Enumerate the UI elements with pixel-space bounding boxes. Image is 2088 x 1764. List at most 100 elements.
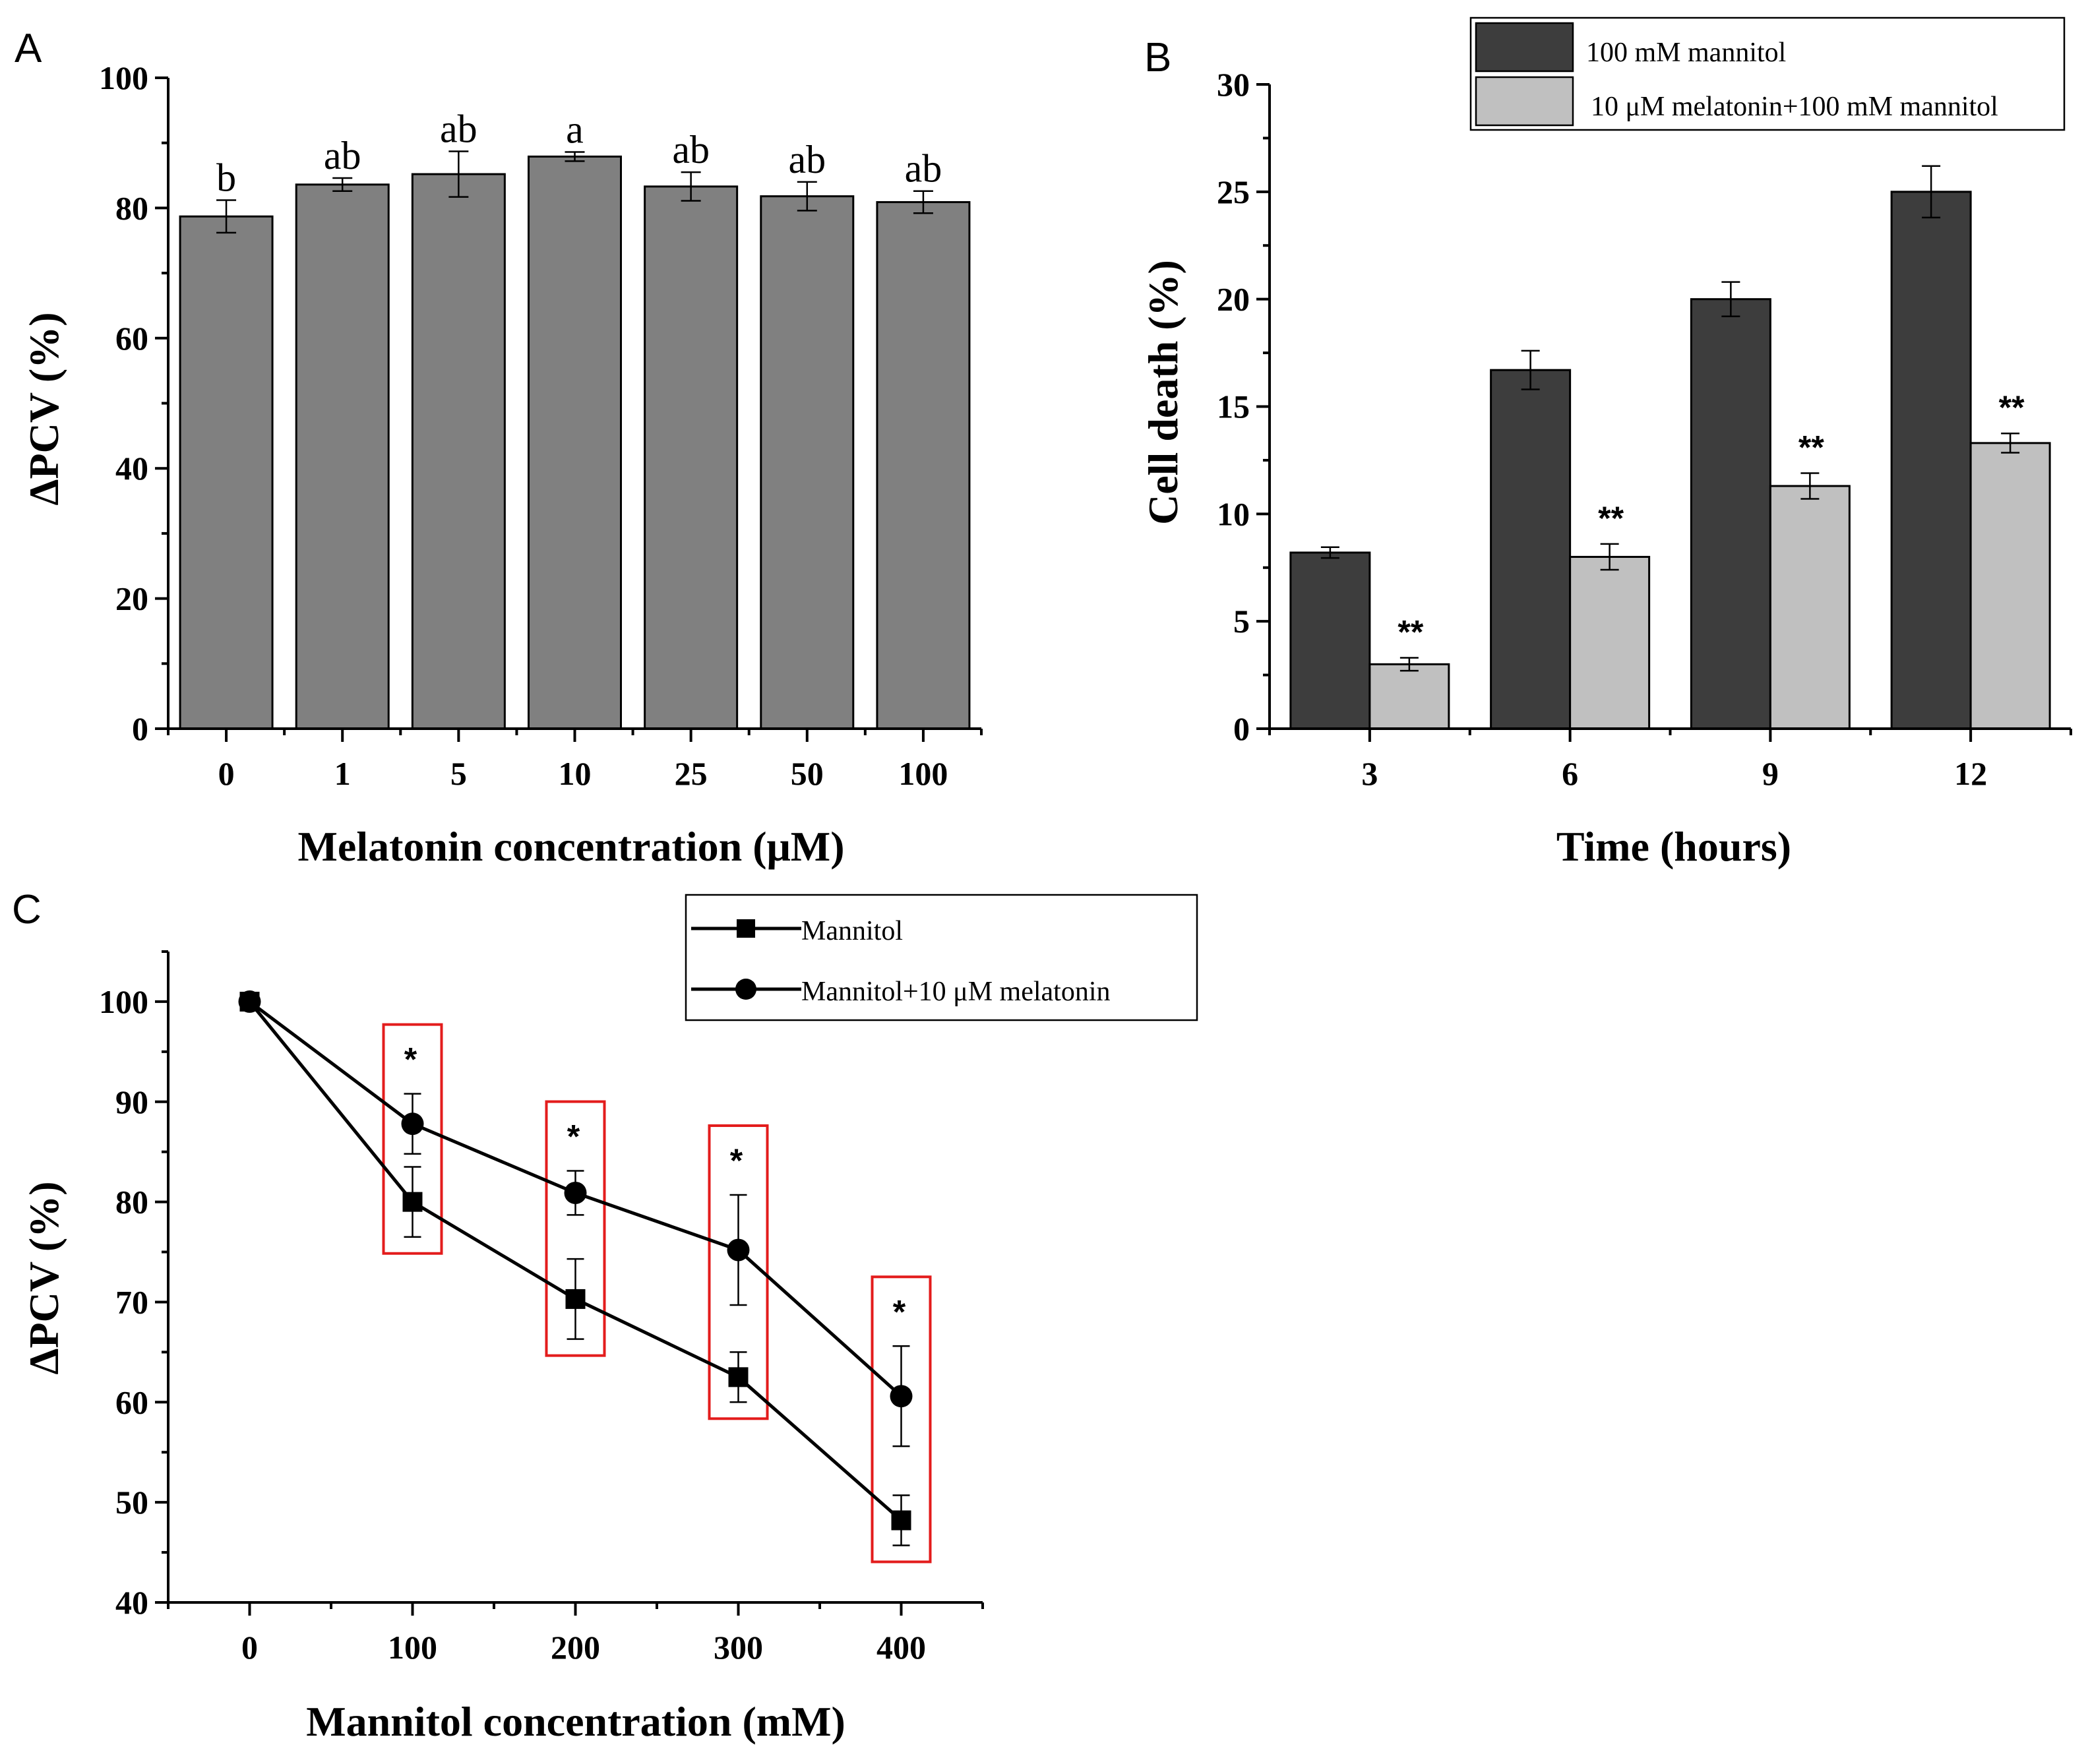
panel-b-y-tick-label-30: 30	[1217, 66, 1250, 103]
panel-c-y-tick-label-40: 40	[115, 1584, 148, 1621]
panel-c-x-tick-label-200: 200	[551, 1629, 600, 1666]
panel-c-chart: * * * * 0 100 200 300 400 40 50 60 70 80 90 100 Mannit…	[20, 894, 1198, 1745]
panel-b-y-axis-title: Cell death (%)	[1140, 260, 1186, 525]
panel-b-significance-mark-9h: **	[1798, 429, 1824, 466]
panel-a-bar-25	[644, 185, 739, 730]
panel-a-y-tick-label-80: 80	[115, 189, 148, 226]
panel-c-point-melatonin-100	[401, 1112, 424, 1136]
panel-a-significance-letter-1: ab	[324, 134, 361, 177]
panel-a-axes: 0 1 5 10 25 50 100 0 20 40 60 80 100	[99, 59, 983, 792]
panel-c-point-mannitol-200	[565, 1289, 586, 1309]
panel-letter-b: B	[1144, 35, 1171, 80]
panel-c-legend-marker-circle	[735, 979, 756, 1000]
panel-b-y-tick-label-0: 0	[1233, 710, 1250, 747]
panel-c-legend: Mannitol Mannitol+10 μM melatonin	[685, 894, 1198, 1021]
panel-c-legend-label-melatonin: Mannitol+10 μM melatonin	[801, 977, 1111, 1007]
panel-b-y-tick-label-15: 15	[1217, 388, 1250, 425]
panel-b-y-tick-label-25: 25	[1217, 173, 1250, 210]
panel-b-bar-mannitol-9h	[1690, 298, 1771, 730]
panel-a-x-tick-label-0: 0	[218, 755, 235, 792]
panel-c-y-tick-label-50: 50	[115, 1484, 148, 1521]
panel-b-x-tick-label-12: 12	[1954, 755, 1987, 792]
panel-b-bar-mannitol-6h	[1490, 369, 1572, 730]
panel-a-chart: b ab ab a ab ab ab 0 1 5 10 25 50 100 0 20 40 60 80 100 Me…	[20, 59, 983, 870]
panel-a-significance-letter-50: ab	[788, 138, 826, 181]
panel-b-bar-melatonin-6h	[1569, 555, 1651, 730]
panel-a-significance-letter-0: b	[216, 156, 236, 200]
panel-b-x-tick-label-3: 3	[1361, 755, 1378, 792]
panel-c-x-tick-label-400: 400	[876, 1629, 926, 1666]
panel-a-x-tick-label-50: 50	[791, 755, 824, 792]
panel-c-point-mannitol-400	[891, 1510, 911, 1531]
panel-b-x-tick-label-6: 6	[1562, 755, 1578, 792]
panel-a-x-tick-label-10: 10	[559, 755, 592, 792]
panel-c-axes: 0 100 200 300 400 40 50 60 70 80 90 100	[99, 950, 984, 1666]
panel-letter-a: A	[15, 26, 42, 71]
panel-c-x-axis-title: Mannitol concentration (mM)	[306, 1698, 845, 1745]
panel-a-x-axis-title: Melatonin concentration (μM)	[298, 823, 845, 870]
panel-a-significance-letter-5: ab	[440, 107, 477, 151]
panel-b-bar-melatonin-12h	[1969, 442, 2051, 730]
panel-b-bar-melatonin-3h	[1368, 663, 1450, 730]
panel-c-point-melatonin-300	[727, 1238, 750, 1262]
panel-c-significance-mark-200: *	[567, 1118, 580, 1155]
panel-c-y-tick-label-80: 80	[115, 1184, 148, 1221]
panel-b-axes: 3 6 9 12 0 5 10 15 20 25 30	[1217, 66, 2072, 792]
panel-a-x-tick-label-100: 100	[898, 755, 948, 792]
panel-b-y-tick-label-5: 5	[1233, 603, 1250, 640]
panel-b-significance-mark-6h: **	[1598, 500, 1624, 537]
panel-c-significance-mark-300: *	[730, 1142, 743, 1179]
panel-c-y-tick-label-60: 60	[115, 1384, 148, 1420]
panel-c-y-tick-label-100: 100	[99, 983, 148, 1020]
panel-c-legend-box	[685, 894, 1198, 1021]
panel-a-significance-letter-10: a	[566, 108, 584, 152]
panel-c-x-tick-label-0: 0	[241, 1629, 258, 1666]
panel-c-significance-boxes: * * * *	[382, 1023, 932, 1564]
panel-a-y-tick-label-40: 40	[115, 450, 148, 487]
panel-b-bar-mannitol-3h	[1289, 551, 1371, 730]
panel-c-legend-label-mannitol: Mannitol	[801, 916, 903, 946]
panel-a-bar-10	[528, 155, 622, 730]
panel-a-bars: b ab ab a ab ab ab	[179, 107, 971, 730]
panel-c-point-melatonin-200	[564, 1181, 587, 1204]
panel-b-legend-swatch-melatonin	[1475, 76, 1574, 127]
panel-a-bar-5	[411, 173, 506, 730]
panel-c-legend-marker-square	[737, 919, 755, 938]
panel-a-significance-letter-25: ab	[672, 128, 710, 171]
panel-c-y-tick-label-70: 70	[115, 1283, 148, 1320]
panel-b-bar-melatonin-9h	[1769, 485, 1851, 730]
panel-b-y-tick-label-20: 20	[1217, 281, 1250, 318]
panel-c-significance-mark-100: *	[404, 1041, 417, 1078]
panel-b-bar-mannitol-12h	[1890, 191, 1972, 730]
panel-b-x-axis-title: Time (hours)	[1556, 823, 1791, 870]
panel-a-bar-0	[179, 215, 274, 730]
panel-c-point-melatonin-0	[238, 990, 261, 1013]
panel-c-significance-box-300	[708, 1124, 769, 1420]
panel-b-legend-label-mannitol: 100 mM mannitol	[1586, 38, 1786, 68]
panel-c-y-axis-title: ΔPCV (%)	[20, 1181, 67, 1374]
panel-a-x-tick-label-25: 25	[675, 755, 708, 792]
panel-c-significance-mark-400: *	[893, 1293, 906, 1330]
panel-a-y-tick-label-60: 60	[115, 320, 148, 357]
panel-c-significance-box-400	[871, 1275, 932, 1564]
panel-a-bar-50	[760, 195, 855, 730]
panel-b-bars: ** ** ** **	[1289, 165, 2051, 730]
panel-a-y-tick-label-0: 0	[132, 710, 148, 747]
panel-a-y-axis-title: ΔPCV (%)	[20, 312, 67, 505]
panel-c-lines	[238, 990, 913, 1546]
panel-b-legend: 100 mM mannitol 10 μM melatonin+100 mM m…	[1469, 16, 2066, 131]
panel-c-y-tick-label-90: 90	[115, 1083, 148, 1120]
panel-a-x-tick-label-5: 5	[450, 755, 467, 792]
panel-a-x-tick-label-1: 1	[334, 755, 351, 792]
panel-c-x-tick-label-100: 100	[388, 1629, 437, 1666]
panel-a-y-tick-label-100: 100	[99, 59, 148, 96]
panel-c-point-melatonin-400	[890, 1385, 913, 1408]
panel-a-bar-1	[295, 183, 390, 730]
panel-a-bar-100	[876, 201, 971, 730]
panel-a-y-tick-label-20: 20	[115, 580, 148, 617]
panel-c-point-mannitol-300	[728, 1367, 749, 1387]
panel-b-legend-label-melatonin: 10 μM melatonin+100 mM mannitol	[1591, 92, 1998, 122]
panel-c-x-tick-label-300: 300	[714, 1629, 763, 1666]
